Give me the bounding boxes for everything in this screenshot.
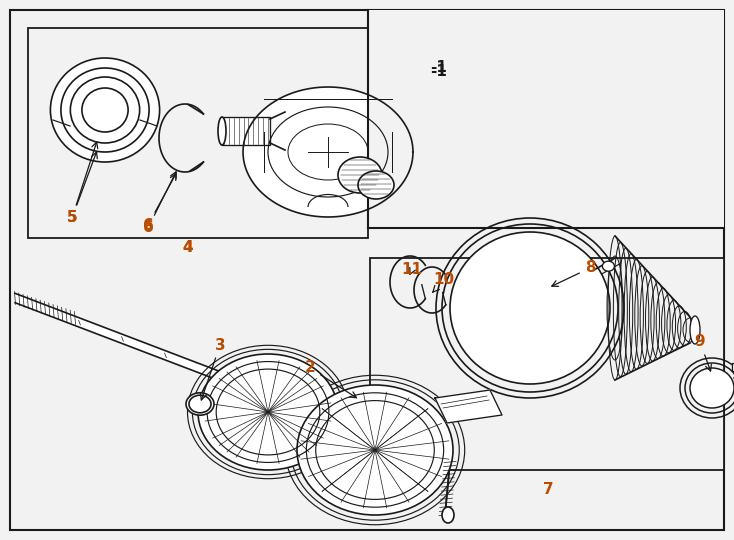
Ellipse shape bbox=[51, 58, 159, 162]
Ellipse shape bbox=[690, 316, 700, 344]
Ellipse shape bbox=[690, 368, 734, 408]
Text: 6: 6 bbox=[142, 174, 176, 233]
Text: -1: -1 bbox=[430, 64, 447, 79]
Bar bbox=[28, 28, 368, 238]
Text: 4: 4 bbox=[183, 240, 193, 255]
Polygon shape bbox=[15, 293, 230, 384]
Polygon shape bbox=[445, 462, 450, 516]
Text: 2: 2 bbox=[305, 361, 357, 398]
Bar bbox=[368, 10, 724, 228]
Text: 6: 6 bbox=[142, 172, 176, 235]
Bar bbox=[732, 363, 734, 371]
Text: 3: 3 bbox=[200, 338, 225, 400]
Bar bbox=[370, 258, 724, 470]
Text: 5: 5 bbox=[67, 152, 98, 226]
Polygon shape bbox=[435, 390, 502, 423]
Text: 10: 10 bbox=[432, 273, 454, 293]
Ellipse shape bbox=[450, 232, 610, 384]
Ellipse shape bbox=[442, 507, 454, 523]
Text: 7: 7 bbox=[542, 483, 553, 497]
Ellipse shape bbox=[218, 117, 226, 145]
Text: 4: 4 bbox=[183, 240, 193, 255]
Polygon shape bbox=[243, 87, 413, 217]
Polygon shape bbox=[336, 402, 350, 450]
Ellipse shape bbox=[338, 157, 382, 193]
Ellipse shape bbox=[198, 354, 338, 470]
Ellipse shape bbox=[186, 393, 214, 415]
Text: 8: 8 bbox=[552, 260, 595, 286]
Text: 5: 5 bbox=[67, 142, 98, 226]
Ellipse shape bbox=[358, 171, 394, 199]
Ellipse shape bbox=[603, 261, 614, 271]
Text: 11: 11 bbox=[401, 262, 423, 278]
Bar bbox=[222, 117, 270, 145]
Ellipse shape bbox=[297, 385, 453, 515]
Text: -1: -1 bbox=[430, 60, 447, 76]
Text: 9: 9 bbox=[694, 334, 711, 371]
